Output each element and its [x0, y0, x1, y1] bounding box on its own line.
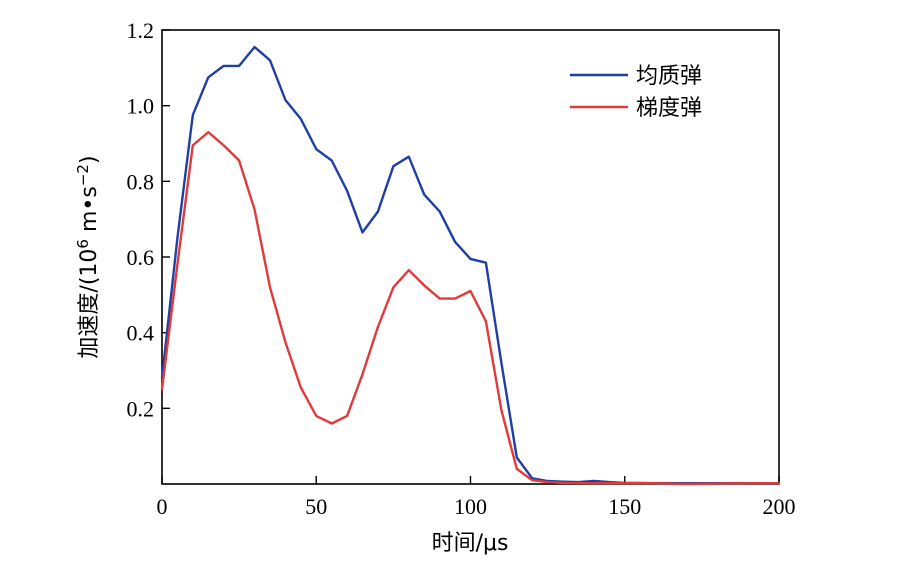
y-tick-label: 0.8: [127, 169, 155, 194]
y-axis-title-suffix: ): [77, 155, 102, 164]
x-tick-label: 150: [608, 494, 641, 519]
y-axis-title: 加速度/(106 m•s−2): [74, 155, 102, 358]
series-layer: [160, 45, 781, 486]
y-tick-label: 0.6: [127, 245, 155, 270]
legend-label-gradient: 梯度弹: [636, 96, 702, 121]
y-axis-title-mid: m: [77, 211, 102, 239]
y-axis-title-prefix: 加速度/(10: [77, 249, 102, 359]
x-tick-label: 50: [305, 494, 327, 519]
x-axis-title: 时间/μs: [432, 531, 509, 556]
y-axis-title-exp2: −2: [74, 164, 92, 186]
x-tick-label: 100: [454, 494, 487, 519]
legend: 均质弹 梯度弹: [570, 64, 702, 121]
x-tick-label: 0: [157, 494, 168, 519]
y-tick-label: 1.0: [127, 94, 155, 119]
y-axis-title-s: s: [77, 186, 102, 197]
legend-label-homogeneous: 均质弹: [636, 64, 702, 89]
series-line-gradient: [160, 130, 781, 486]
y-axis-title-dot: •: [77, 198, 102, 211]
x-tick-label: 200: [763, 494, 796, 519]
y-tick-label: 1.2: [127, 18, 155, 43]
y-axis-title-exp1: 6: [74, 239, 92, 249]
y-tick-label: 0.2: [127, 396, 155, 421]
y-tick-label: 0.4: [127, 321, 155, 346]
axis-ticks: 0 50 100 150 200 0.2 0.4 0.6 0.8 1.0 1.2: [127, 18, 796, 519]
